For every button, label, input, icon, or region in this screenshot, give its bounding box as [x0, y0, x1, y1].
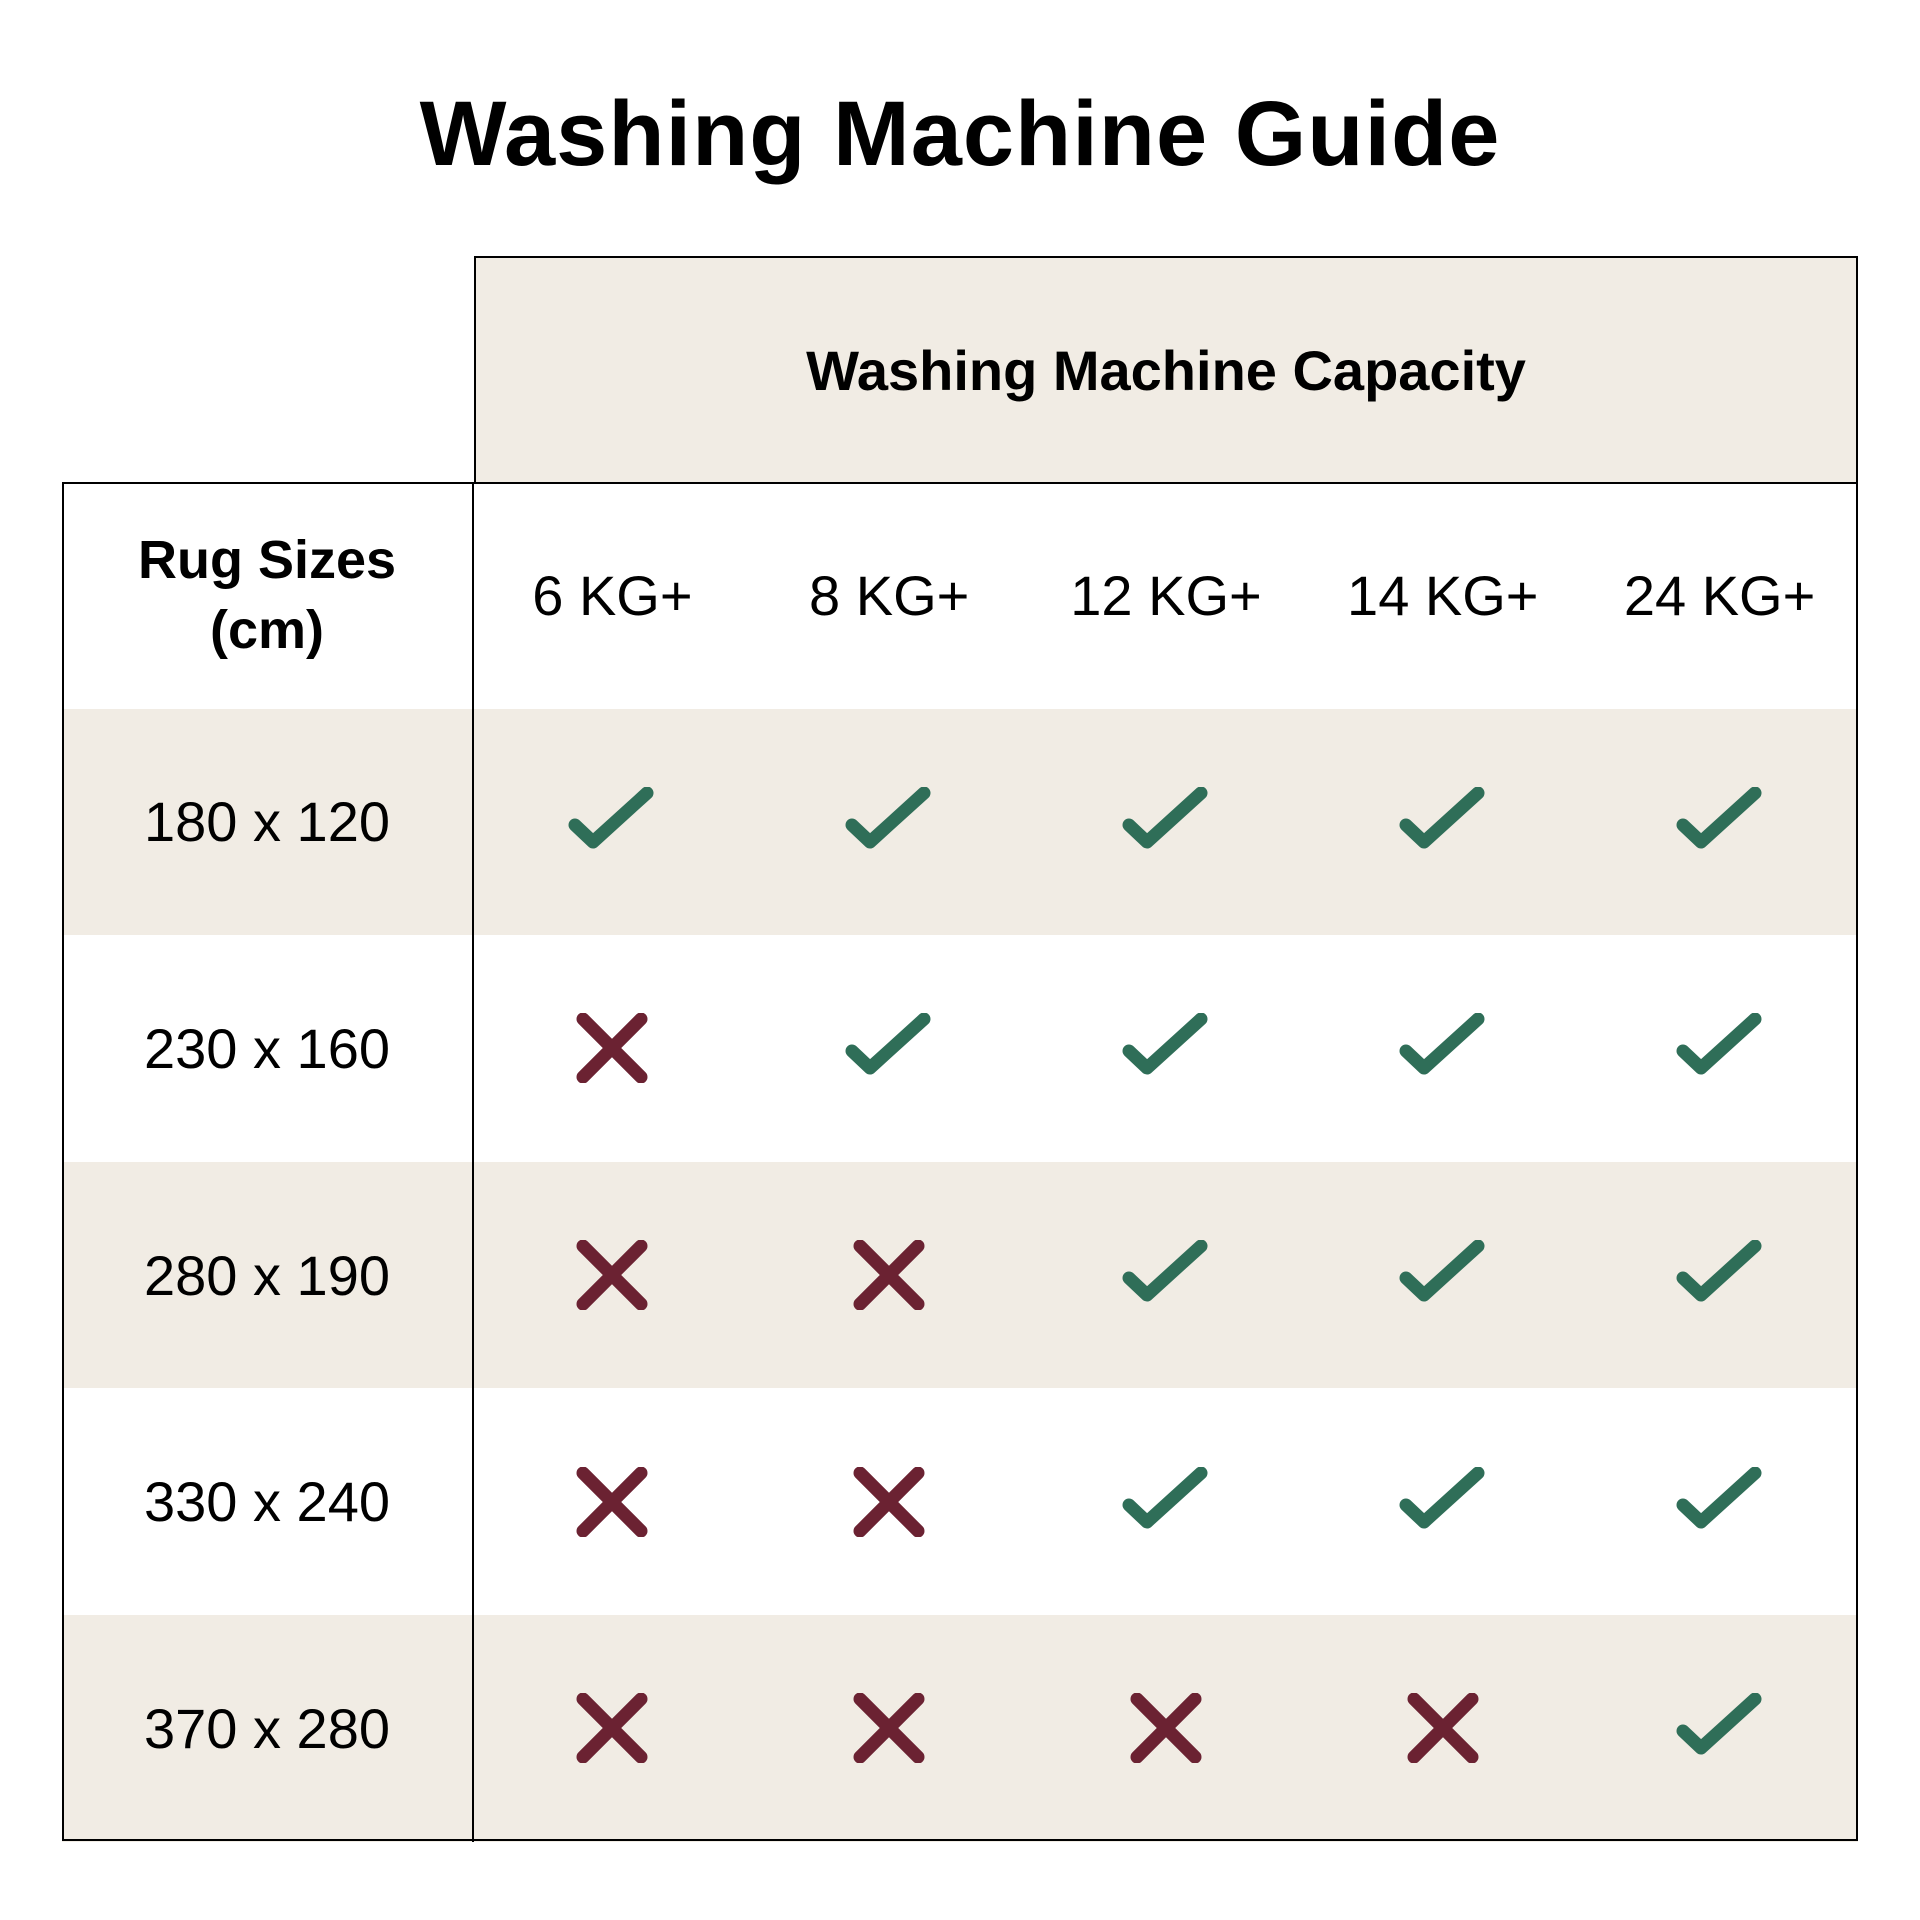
- fit-cell: [1028, 935, 1305, 1162]
- rug-size-cell: 180 x 120: [62, 708, 474, 936]
- check-icon: [1676, 786, 1762, 849]
- check-icon: [1122, 786, 1208, 849]
- fit-cell: [751, 1388, 1028, 1615]
- check-icon: [1676, 1466, 1762, 1529]
- fit-cell: [1027, 1161, 1305, 1389]
- check-icon: [1399, 786, 1485, 849]
- rug-size-cell: 330 x 240: [62, 1388, 474, 1615]
- table-row: 280 x 190: [62, 1161, 1858, 1389]
- fit-cell: [1304, 1161, 1582, 1389]
- cross-icon: [1407, 1693, 1479, 1764]
- page-title: Washing Machine Guide: [419, 83, 1501, 185]
- check-icon: [1399, 1013, 1485, 1075]
- table-row: 180 x 120: [62, 708, 1858, 936]
- check-icon: [1676, 1693, 1762, 1755]
- cross-icon: [576, 1693, 648, 1764]
- check-icon: [1399, 1240, 1485, 1302]
- cross-icon: [576, 1013, 648, 1084]
- fit-cell: [473, 1614, 751, 1842]
- fit-cell: [750, 1161, 1028, 1389]
- rug-sizes-unit: (cm): [209, 600, 324, 661]
- rug-size-cell: 230 x 160: [62, 935, 474, 1162]
- fit-cell: [1581, 935, 1858, 1162]
- fit-cell: [1304, 708, 1582, 936]
- check-icon: [845, 1013, 931, 1075]
- capacity-header: Washing Machine Capacity: [474, 256, 1858, 482]
- column-header: 14 KG+: [1347, 563, 1539, 627]
- fit-cell: [750, 708, 1028, 936]
- fit-cell: [473, 935, 751, 1162]
- rug-sizes-header: Rug Sizes (cm): [62, 482, 474, 709]
- rug-size-cell: 370 x 280: [62, 1614, 474, 1842]
- check-icon: [1122, 1013, 1208, 1075]
- check-icon: [1122, 1240, 1208, 1302]
- check-icon: [845, 786, 931, 849]
- table-row: 370 x 280: [62, 1614, 1858, 1842]
- cross-icon: [576, 1240, 648, 1311]
- fit-cell: [1028, 1388, 1305, 1615]
- column-header: 6 KG+: [532, 563, 693, 627]
- fit-cell: [473, 1388, 751, 1615]
- check-icon: [1676, 1013, 1762, 1075]
- rug-size-cell: 280 x 190: [62, 1161, 474, 1389]
- table-row: 230 x 160: [62, 935, 1858, 1162]
- fit-cell: [473, 1161, 751, 1389]
- fit-cell: [1581, 1614, 1858, 1842]
- fit-cell: [1581, 708, 1858, 936]
- cross-icon: [576, 1466, 648, 1537]
- fit-cell: [1581, 1388, 1858, 1615]
- check-icon: [1399, 1466, 1485, 1529]
- fit-cell: [751, 935, 1028, 1162]
- fit-cell: [750, 1614, 1028, 1842]
- column-header: 8 KG+: [809, 563, 970, 627]
- cross-icon: [853, 1240, 925, 1311]
- fit-cell: [1027, 1614, 1305, 1842]
- fit-cell: [1304, 1614, 1582, 1842]
- check-icon: [568, 786, 654, 849]
- fit-cell: [1304, 1388, 1581, 1615]
- cross-icon: [853, 1466, 925, 1537]
- fit-cell: [1581, 1161, 1858, 1389]
- fit-cell: [473, 708, 751, 936]
- column-header: 24 KG+: [1623, 563, 1816, 627]
- cross-icon: [1130, 1693, 1202, 1764]
- fit-cell: [1027, 708, 1305, 936]
- cross-icon: [853, 1693, 925, 1764]
- check-icon: [1122, 1466, 1208, 1529]
- rug-sizes-label: Rug Sizes: [137, 530, 397, 591]
- check-icon: [1676, 1240, 1762, 1302]
- table-row: 330 x 240: [62, 1388, 1858, 1615]
- guide-table: Rug Sizes (cm) 6 KG+ 8 KG+ 12 KG+ 14 KG+…: [62, 482, 1858, 1842]
- column-header: 12 KG+: [1070, 563, 1262, 627]
- header-row: Rug Sizes (cm) 6 KG+ 8 KG+ 12 KG+ 14 KG+…: [62, 482, 1858, 709]
- fit-cell: [1304, 935, 1581, 1162]
